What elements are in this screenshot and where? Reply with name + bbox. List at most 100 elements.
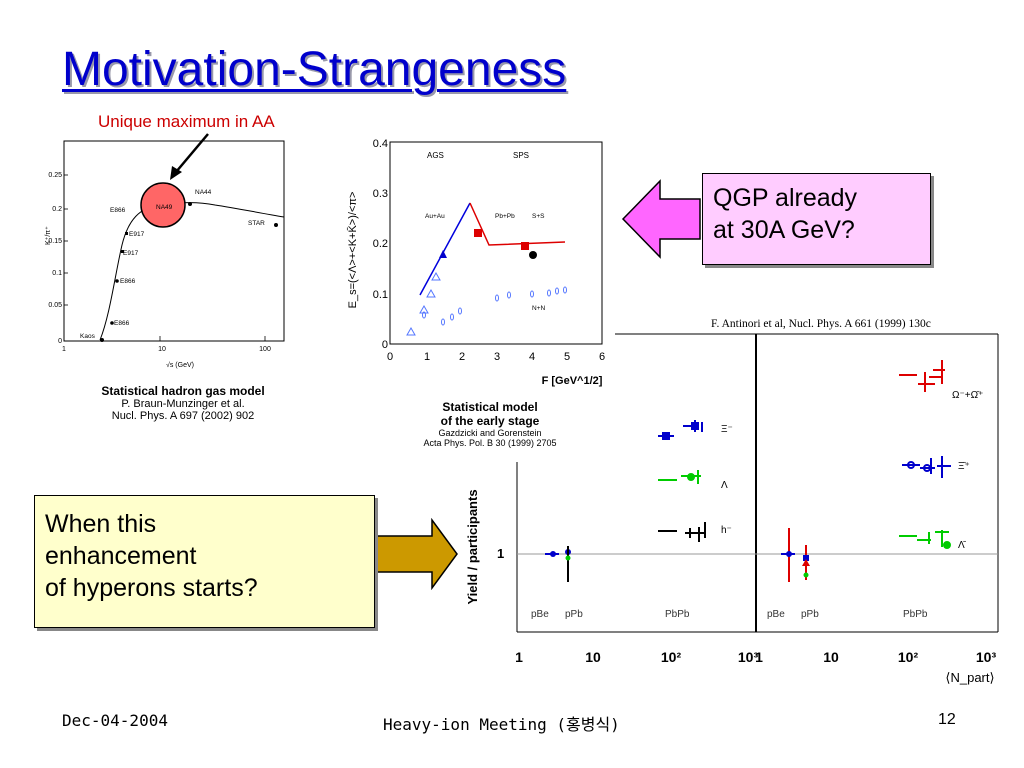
region-pbe-left: pBe bbox=[531, 609, 549, 620]
legend-h-minus: h⁻ bbox=[721, 525, 732, 536]
region-pbpb-right: PbPb bbox=[903, 609, 928, 620]
left-ytick-005: 0.05 bbox=[48, 302, 62, 309]
label-ags: AGS bbox=[427, 151, 444, 160]
point-star bbox=[274, 223, 278, 227]
mid-xtick-1: 1 bbox=[424, 351, 430, 363]
mid-caption-subtitle: of the early stage bbox=[440, 414, 540, 428]
mid-xtick-4: 4 bbox=[529, 351, 535, 363]
xtick-right-10: 10 bbox=[823, 649, 839, 665]
when-line2: enhancement bbox=[45, 542, 197, 570]
mid-ytick-01: 0.1 bbox=[373, 289, 388, 301]
annotation-arrow bbox=[170, 133, 209, 180]
point-kaos bbox=[100, 338, 104, 342]
left-ylabel: K⁺/π⁺ bbox=[45, 226, 52, 245]
mid-xtick-6: 6 bbox=[599, 351, 605, 363]
left-caption-ref: Nucl. Phys. A 697 (2002) 902 bbox=[111, 410, 255, 422]
left-ytick-015: 0.15 bbox=[48, 238, 62, 245]
unique-maximum-circle bbox=[140, 182, 186, 228]
series-omega bbox=[899, 360, 945, 392]
left-xtick-1: 1 bbox=[62, 346, 66, 353]
series-xi-bar-plus bbox=[902, 456, 951, 478]
mid-xlabel: F [GeV^1/2] bbox=[542, 375, 603, 387]
label-auau: Au+Au bbox=[425, 213, 445, 220]
mid-caption-ref: Acta Phys. Pol. B 30 (1999) 2705 bbox=[423, 438, 557, 448]
antinori-citation: F. Antinori et al, Nucl. Phys. A 661 (19… bbox=[711, 318, 931, 330]
mid-model-line-red bbox=[469, 202, 566, 246]
left-xtick-10: 10 bbox=[158, 346, 166, 353]
qgp-question-box: QGP already at 30A GeV? bbox=[702, 173, 931, 265]
mid-ytick-0: 0 bbox=[382, 339, 388, 351]
strangeness-ratio-chart: 0 0.1 0.2 0.3 0.4 0 1 2 3 4 5 6 F [GeV^1… bbox=[346, 138, 605, 387]
mid-xtick-5: 5 bbox=[564, 351, 570, 363]
annotation-unique-maximum: Unique maximum in AA bbox=[98, 112, 275, 131]
label-e866-a: E866 bbox=[114, 320, 130, 327]
xtick-right-1000: 10³ bbox=[976, 649, 997, 665]
mid-ytick-04: 0.4 bbox=[373, 138, 388, 150]
left-ytick-0: 0 bbox=[58, 338, 62, 345]
mid-xtick-2: 2 bbox=[459, 351, 465, 363]
region-ppb-right: pPb bbox=[801, 609, 819, 620]
left-caption-author: P. Braun-Munzinger et al. bbox=[121, 398, 245, 410]
label-e866-b: E866 bbox=[120, 278, 136, 285]
right-ytick-1: 1 bbox=[497, 546, 504, 561]
right-pA-points bbox=[781, 528, 810, 582]
label-na49: NA49 bbox=[156, 204, 173, 211]
xtick-left-10: 10 bbox=[585, 649, 601, 665]
point-e866-a bbox=[110, 321, 114, 325]
point-e866-b bbox=[115, 279, 119, 283]
label-e866-c: E866 bbox=[110, 207, 126, 214]
legend-lambda: Λ bbox=[721, 480, 728, 491]
mid-ytick-03: 0.3 bbox=[373, 188, 388, 200]
mid-model-line-blue bbox=[419, 202, 471, 296]
slide-title: Motivation-Strangeness bbox=[62, 43, 567, 96]
left-caption-title: Statistical hadron gas model bbox=[101, 384, 265, 398]
left-ytick-02: 0.2 bbox=[52, 206, 62, 213]
xtick-right-1: 1 bbox=[755, 649, 763, 665]
region-pbe-right: pBe bbox=[767, 609, 785, 620]
xtick-left-1: 1 bbox=[515, 649, 523, 665]
xtick-left-1000: 10³ bbox=[738, 649, 759, 665]
label-e917-b: E917 bbox=[129, 231, 145, 238]
legend-xi-minus: Ξ⁻ bbox=[721, 424, 733, 435]
region-pbpb-left: PbPb bbox=[665, 609, 690, 620]
label-sps: SPS bbox=[513, 151, 529, 160]
label-star: STAR bbox=[248, 220, 265, 227]
right-xlabel: ⟨N_part⟩ bbox=[945, 670, 994, 685]
series-lambda-bar bbox=[899, 530, 951, 549]
left-xtick-100: 100 bbox=[259, 346, 271, 353]
right-ylabel: Yield / participants bbox=[465, 489, 480, 604]
point-pbpb-a bbox=[474, 229, 482, 237]
point-e917-b bbox=[125, 232, 128, 235]
point-auau bbox=[439, 250, 447, 258]
gold-arrow bbox=[375, 518, 458, 590]
left-xlabel: √s (GeV) bbox=[166, 361, 194, 369]
kaon-pion-ratio-chart: 0 0.05 0.1 0.15 0.2 0.25 K⁺/π⁺ 1 10 100 … bbox=[45, 140, 285, 369]
label-pbpb: Pb+Pb bbox=[495, 213, 515, 220]
when-line1: When this bbox=[45, 510, 157, 538]
footer-date: Dec-04-2004 bbox=[62, 711, 168, 730]
xtick-left-100: 10² bbox=[661, 649, 682, 665]
qgp-line1: QGP already bbox=[713, 184, 858, 212]
mid-ylabel: E_s=(<Λ>+<K+K̄>)/<π> bbox=[346, 192, 359, 309]
legend-omega: Ω⁻+Ω̄⁺ bbox=[952, 390, 983, 401]
legend-lambda-bar: Λ̄ bbox=[958, 540, 967, 551]
mid-caption-title: Statistical model bbox=[442, 400, 538, 414]
mid-ytick-02: 0.2 bbox=[373, 238, 388, 250]
left-ytick-025: 0.25 bbox=[48, 172, 62, 179]
series-h-minus bbox=[658, 522, 706, 542]
mid-xtick-0: 0 bbox=[387, 351, 393, 363]
series-lambda bbox=[658, 470, 701, 484]
point-ss bbox=[529, 251, 537, 259]
xtick-right-100: 10² bbox=[898, 649, 919, 665]
mid-caption-author: Gazdzicki and Gorenstein bbox=[438, 428, 542, 438]
qgp-line2: at 30A GeV? bbox=[713, 216, 855, 244]
point-pbpb-b bbox=[521, 242, 529, 250]
left-pA-points bbox=[545, 546, 571, 582]
label-kaos: Kaos bbox=[80, 333, 96, 340]
region-ppb-left: pPb bbox=[565, 609, 583, 620]
label-ss: S+S bbox=[532, 213, 545, 220]
label-e917-a: E917 bbox=[123, 250, 139, 257]
mid-xtick-3: 3 bbox=[494, 351, 500, 363]
hyperon-question-box: When this enhancement of hyperons starts… bbox=[34, 495, 375, 628]
when-line3: of hyperons starts? bbox=[45, 574, 258, 602]
